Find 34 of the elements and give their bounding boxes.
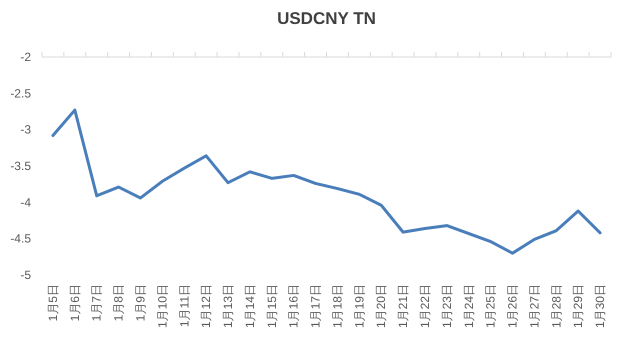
ytick: -3 (20, 122, 31, 137)
title: USDCNY TN (277, 9, 376, 28)
xtick: 1月27日 (527, 284, 542, 328)
ytick: -4.5 (10, 232, 31, 246)
ytick: -2.5 (10, 86, 31, 100)
xtick: 1月14日 (242, 284, 257, 328)
xtick: 1月10日 (155, 284, 170, 328)
xtick: 1月11日 (177, 284, 192, 328)
xtick: 1月13日 (221, 284, 236, 328)
xtick: 1月12日 (199, 284, 214, 328)
xtick: 1月23日 (440, 284, 454, 328)
xtick: 1月24日 (462, 284, 476, 328)
ytick: -3.5 (10, 159, 31, 173)
xtick: 1月16日 (286, 284, 301, 328)
xtick: 1月19日 (352, 284, 366, 328)
xtick: 1月7日 (90, 284, 104, 322)
xtick: 1月6日 (68, 284, 82, 322)
xtick: 1月15日 (264, 284, 279, 328)
xtick: 1月17日 (308, 284, 323, 328)
ytick: -2 (20, 50, 31, 64)
xtick: 1月29日 (571, 284, 586, 328)
xtick: 1月25日 (484, 284, 498, 328)
ytick: -5 (20, 268, 31, 282)
xtick: 1月26日 (506, 284, 520, 328)
ytick: -4 (20, 195, 31, 210)
xtick: 1月5日 (46, 284, 60, 322)
xtick: 1月30日 (593, 284, 608, 328)
xtick: 1月8日 (112, 284, 126, 322)
xtick: 1月22日 (418, 284, 432, 328)
xtick: 1月20日 (374, 284, 388, 328)
xtick: 1月21日 (396, 284, 410, 328)
xtick: 1月9日 (133, 284, 148, 322)
xtick: 1月18日 (330, 284, 344, 328)
xtick: 1月28日 (549, 284, 564, 328)
